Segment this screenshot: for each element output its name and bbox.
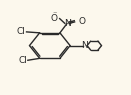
Text: Cl: Cl xyxy=(17,27,26,36)
Text: +: + xyxy=(67,19,73,25)
Text: N: N xyxy=(81,41,88,50)
Text: Cl: Cl xyxy=(18,56,27,65)
Text: O: O xyxy=(50,14,57,23)
Text: O: O xyxy=(78,17,85,26)
Text: ⁻: ⁻ xyxy=(52,9,57,18)
Text: N: N xyxy=(64,19,70,28)
